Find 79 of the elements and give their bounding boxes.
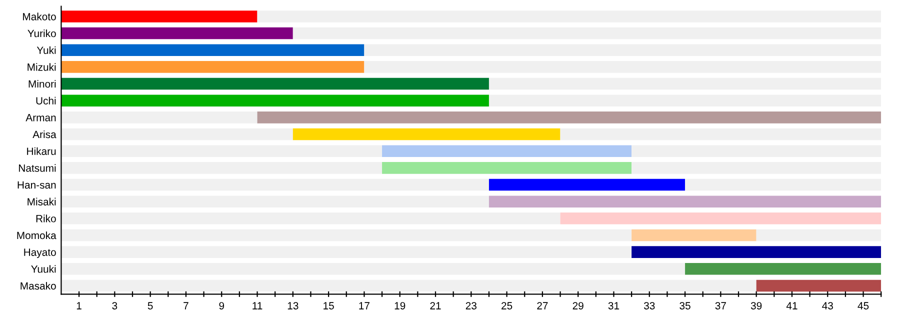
bar — [685, 178, 882, 191]
bar — [292, 27, 882, 40]
x-tick-label: 5 — [148, 302, 153, 310]
bar — [61, 229, 632, 242]
bar — [632, 246, 882, 258]
bar — [488, 94, 882, 106]
x-tick-label: 19 — [394, 302, 406, 310]
x-tick-label: 29 — [572, 302, 584, 310]
bar — [61, 78, 489, 90]
y-tick-label: Misaki — [28, 198, 56, 206]
x-tick-label: 15 — [324, 302, 334, 310]
bar — [61, 162, 382, 174]
x-tick-label: 39 — [750, 302, 762, 310]
y-tick-label: Han-san — [18, 181, 56, 189]
y-tick-label: Masako — [20, 282, 56, 290]
bar — [685, 263, 882, 275]
bar — [61, 263, 686, 275]
x-tick-label: 7 — [184, 302, 188, 310]
bar — [61, 128, 293, 140]
bar — [61, 196, 489, 208]
x-tick-label: 27 — [537, 302, 548, 310]
x-tick-label: 1 — [76, 302, 82, 310]
x-tick-label: 31 — [608, 302, 620, 310]
bar — [61, 212, 560, 224]
bar — [61, 94, 489, 106]
bar — [61, 178, 489, 191]
x-tick-label: 13 — [288, 302, 298, 310]
bar — [632, 162, 882, 174]
bar — [61, 112, 258, 124]
y-tick-label: Hikaru — [27, 147, 56, 155]
y-tick-label: Natsumi — [18, 164, 56, 172]
y-tick-label: Hayato — [24, 248, 56, 258]
x-tick-label: 37 — [715, 302, 726, 310]
x-tick-label: 23 — [466, 302, 476, 310]
bar — [61, 246, 632, 258]
y-tick-label: Yuriko — [28, 30, 56, 38]
bar — [488, 178, 686, 191]
bar — [382, 162, 632, 174]
y-tick-label: Arman — [26, 114, 56, 122]
x-tick-label: 17 — [359, 302, 370, 310]
bar — [560, 128, 882, 140]
bar — [632, 229, 756, 242]
x-tick-label: 33 — [644, 302, 655, 310]
y-tick-label: Makoto — [23, 12, 56, 20]
bar — [560, 212, 882, 224]
y-tick-label: Arisa — [32, 130, 56, 138]
bar — [488, 78, 882, 90]
x-tick-label: 21 — [430, 302, 441, 310]
bar — [364, 61, 882, 73]
bar — [756, 280, 882, 292]
y-tick-label: Yuuki — [31, 265, 56, 273]
bar — [488, 196, 882, 208]
y-tick-label: Mizuki — [28, 63, 56, 71]
bar — [61, 44, 364, 56]
x-tick-label: 35 — [680, 302, 690, 310]
bar — [292, 128, 560, 140]
y-tick-label: Momoka — [17, 231, 56, 240]
x-tick-label: 43 — [822, 302, 833, 310]
bar — [61, 280, 756, 292]
y-tick-label: Uchi — [36, 96, 56, 104]
bar — [61, 61, 364, 73]
y-tick-label: Minori — [28, 80, 56, 88]
bar — [364, 44, 882, 56]
x-tick-label: 45 — [858, 302, 869, 310]
bar — [756, 229, 882, 242]
bar — [61, 27, 293, 40]
x-tick-label: 3 — [112, 302, 118, 310]
bar — [632, 145, 882, 157]
bar — [382, 145, 632, 157]
y-tick-label: Riko — [36, 214, 56, 222]
x-tick-label: 25 — [502, 302, 512, 310]
bar — [61, 145, 382, 157]
x-tick-label: 11 — [252, 302, 262, 310]
bar — [61, 10, 258, 22]
x-tick-label: 9 — [219, 302, 224, 310]
bar — [257, 112, 882, 124]
y-tick-label: Yuki — [36, 46, 56, 54]
bar — [257, 10, 882, 22]
x-tick-label: 41 — [786, 302, 798, 310]
